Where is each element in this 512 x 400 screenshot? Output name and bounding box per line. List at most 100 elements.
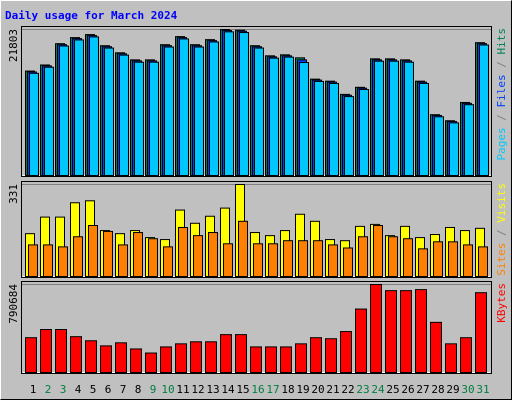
bar (419, 82, 429, 176)
bar (100, 345, 112, 374)
bar (295, 343, 307, 373)
bar (433, 241, 443, 277)
bar (403, 238, 413, 278)
bar (374, 60, 384, 176)
bar (40, 329, 52, 374)
bar (344, 96, 354, 176)
legend-entry: Files (495, 74, 508, 107)
bar (118, 244, 128, 277)
bar (355, 308, 367, 373)
bar (44, 66, 54, 176)
bar (269, 57, 279, 177)
bar (314, 80, 324, 176)
x-tick-label: 31 (476, 383, 489, 396)
bar (385, 290, 397, 373)
bar (235, 334, 247, 373)
bar (310, 337, 322, 374)
x-tick-label: 17 (266, 383, 279, 396)
x-tick-label: 22 (341, 383, 354, 396)
chart-title: Daily usage for March 2024 (5, 9, 178, 22)
x-tick-label: 12 (191, 383, 204, 396)
legend-separator: / (495, 55, 508, 75)
x-tick-label: 25 (386, 383, 399, 396)
x-tick-label: 27 (416, 383, 429, 396)
bar (418, 248, 428, 277)
bar (313, 240, 323, 278)
bar (298, 240, 308, 278)
x-tick-label: 4 (75, 383, 82, 396)
bar (190, 341, 202, 373)
bar (208, 232, 218, 277)
bar (325, 338, 337, 373)
x-tick-label: 29 (446, 383, 459, 396)
bar (434, 116, 444, 176)
x-tick-label: 15 (236, 383, 249, 396)
x-tick-label: 8 (135, 383, 142, 396)
bar (478, 246, 488, 277)
bar (254, 47, 264, 176)
x-tick-label: 11 (176, 383, 189, 396)
bar (328, 244, 338, 277)
bar (389, 60, 399, 176)
bar (55, 329, 67, 374)
bar (149, 61, 159, 176)
bar (88, 225, 98, 277)
bar (359, 89, 369, 176)
legend-separator: / (495, 223, 508, 243)
bar (160, 346, 172, 373)
bar (253, 243, 263, 277)
bar (404, 61, 414, 176)
bar (194, 46, 204, 176)
bar (28, 244, 38, 277)
x-tick-label: 6 (105, 383, 112, 396)
bar (134, 61, 144, 176)
x-tick-label: 26 (401, 383, 414, 396)
bar (238, 220, 248, 277)
x-tick-label: 9 (150, 383, 157, 396)
x-tick-label: 3 (60, 383, 67, 396)
bar (85, 340, 97, 374)
y-tick-label: 331 (7, 184, 20, 204)
bar (239, 32, 249, 176)
bar (358, 236, 368, 277)
bar (329, 82, 339, 176)
legend: KBytes (495, 283, 508, 323)
x-tick-label: 24 (371, 383, 385, 396)
bar (388, 236, 398, 277)
y-tick-label: 21803 (7, 29, 20, 62)
bar (148, 238, 158, 278)
bar (145, 352, 157, 373)
bar (268, 243, 278, 277)
x-tick-label: 2 (45, 383, 52, 396)
bar (430, 321, 442, 373)
x-tick-label: 16 (251, 383, 264, 396)
bar (400, 290, 412, 373)
bar (73, 236, 83, 277)
bar (89, 36, 99, 177)
x-tick-label: 23 (356, 383, 369, 396)
legend-entry: KBytes (495, 283, 508, 323)
bar (130, 348, 142, 374)
bar (133, 232, 143, 277)
bar (58, 246, 68, 277)
bar (460, 337, 472, 374)
legend-entry: Sites (495, 243, 508, 276)
bar (164, 46, 174, 176)
bar (265, 346, 277, 373)
bar (220, 334, 232, 373)
x-tick-label: 13 (206, 383, 219, 396)
bar (449, 122, 459, 176)
x-tick-label: 1 (30, 383, 37, 396)
legend: Sites / Visits (495, 183, 508, 276)
bar (370, 284, 382, 373)
x-tick-label: 14 (221, 383, 235, 396)
bar (175, 343, 187, 373)
bar (463, 244, 473, 277)
bar (464, 104, 474, 176)
x-tick-label: 10 (161, 383, 174, 396)
bar (70, 336, 82, 373)
bar (280, 346, 292, 373)
x-tick-label: 21 (326, 383, 339, 396)
